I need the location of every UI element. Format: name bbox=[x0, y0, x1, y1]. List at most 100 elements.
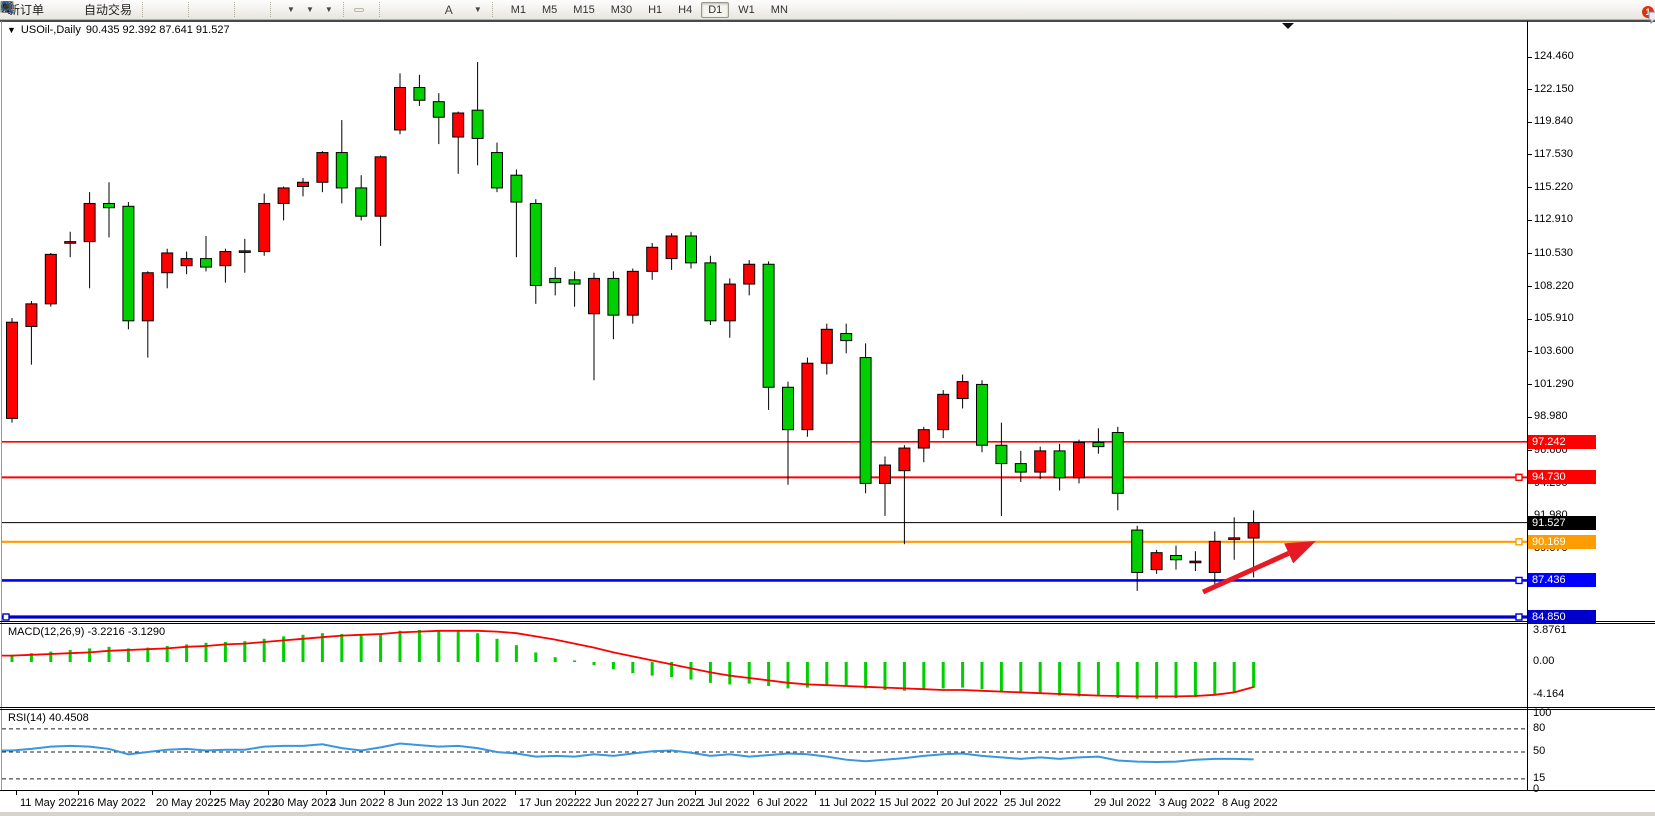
line-chart-type-icon[interactable] bbox=[0, 2, 183, 12]
templates-icon[interactable]: ▼ bbox=[0, 1, 338, 16]
macd-histogram-bar bbox=[786, 662, 790, 689]
candle-11-Jul-2022 bbox=[840, 333, 853, 342]
candle-27-May-2022 bbox=[238, 250, 251, 253]
macd-histogram-bar bbox=[631, 662, 635, 674]
date-tick bbox=[937, 791, 938, 795]
candle-25-May-2022 bbox=[200, 258, 212, 268]
periods-clock-icon[interactable]: ▼ bbox=[1, 1, 319, 16]
date-tick bbox=[268, 791, 269, 795]
candle-15-Jul-2022 bbox=[917, 429, 930, 449]
chart-title: ▼ USOil-,Daily 90.435 92.392 87.641 91.5… bbox=[7, 24, 230, 36]
macd-histogram-bar bbox=[553, 657, 557, 662]
candle-28-Jul-2022 bbox=[1092, 441, 1105, 448]
auto-trading-button[interactable]: 自动交易 bbox=[1, 0, 137, 20]
toolbar-separator bbox=[142, 2, 148, 17]
zoom-out-icon[interactable] bbox=[1, 1, 219, 14]
data-window-icon[interactable] bbox=[1, 1, 69, 13]
line-handle[interactable] bbox=[1515, 576, 1523, 585]
candle-16-May-2022 bbox=[64, 241, 77, 244]
price-axis-label: 115.220 bbox=[1534, 180, 1573, 193]
price-axis-label: 122.150 bbox=[1534, 82, 1574, 95]
trend-arrow-head[interactable] bbox=[1284, 541, 1316, 564]
date-label: 11 Jul 2022 bbox=[819, 797, 876, 809]
chart-shift-icon[interactable] bbox=[1, 2, 265, 13]
line-handle[interactable] bbox=[1515, 538, 1523, 546]
channel-tool-icon[interactable]: E bbox=[0, 1, 430, 14]
candle-24-May-2022 bbox=[180, 258, 193, 267]
chart-menu-caret-icon[interactable]: ▼ bbox=[7, 25, 16, 35]
dropdown-caret-icon[interactable]: ▼ bbox=[473, 5, 482, 14]
price-badge-87.436: 87.436 bbox=[1528, 573, 1596, 588]
candle-9-Jun-2022 bbox=[413, 87, 426, 101]
line-handle[interactable] bbox=[2, 613, 10, 621]
trend-arrow-line[interactable] bbox=[1201, 551, 1290, 595]
macd-histogram-bar bbox=[1213, 662, 1217, 696]
timeframe-button-h1[interactable]: H1 bbox=[648, 3, 663, 16]
add-indicator-icon[interactable]: ▼ bbox=[0, 1, 300, 16]
trendline-tool-icon[interactable] bbox=[1, 1, 420, 13]
candle-22-Jul-2022 bbox=[1014, 463, 1027, 473]
macd-histogram-bar bbox=[941, 662, 945, 689]
dropdown-caret-icon[interactable]: ▼ bbox=[324, 5, 333, 14]
candle-6-Jun-2022 bbox=[355, 187, 368, 217]
bar-chart-type-icon[interactable] bbox=[1, 2, 163, 12]
timeframe-button-h4[interactable]: H4 bbox=[678, 3, 693, 16]
candle-11-May-2022 bbox=[6, 321, 18, 419]
auto-scroll-icon[interactable] bbox=[1, 2, 255, 14]
fibonacci-tool-icon[interactable]: F bbox=[1, 2, 440, 14]
macd-signal-line bbox=[2, 629, 1254, 698]
zoom-in-icon[interactable] bbox=[1, 1, 209, 14]
horizontal-line-tool-icon[interactable] bbox=[1, 6, 410, 12]
crosshair-icon[interactable] bbox=[1, 1, 374, 13]
macd-histogram-bar bbox=[1193, 662, 1197, 698]
cursor-icon[interactable] bbox=[3, 1, 364, 13]
chart-ohlc-quote: 90.435 92.392 87.641 91.527 bbox=[85, 24, 230, 36]
price-axis-label: 101.290 bbox=[1534, 377, 1574, 390]
text-label-tool-icon[interactable]: T bbox=[1, 1, 468, 13]
toolbar-separator bbox=[234, 2, 240, 17]
rsi-axis-label: 100 bbox=[1533, 706, 1552, 719]
date-label: 13 Jun 2022 bbox=[446, 797, 507, 809]
timeframe-button-m30[interactable]: M30 bbox=[610, 3, 633, 16]
date-label: 8 Jun 2022 bbox=[388, 797, 443, 809]
price-axis-label: 119.840 bbox=[1534, 115, 1573, 128]
market-watch-icon[interactable] bbox=[0, 2, 59, 13]
timeframe-button-d1[interactable]: D1 bbox=[701, 1, 730, 18]
date-tick bbox=[1218, 791, 1219, 795]
candlestick-chart-type-icon[interactable] bbox=[2, 1, 173, 13]
candle-16-Jun-2022 bbox=[510, 174, 523, 203]
macd-histogram-bar bbox=[204, 642, 208, 662]
macd-histogram-bar bbox=[243, 641, 247, 662]
tile-windows-icon[interactable] bbox=[1, 2, 229, 12]
dropdown-caret-icon[interactable]: ▼ bbox=[305, 5, 314, 14]
candle-17-Jun-2022 bbox=[529, 202, 542, 286]
price-tick bbox=[1527, 219, 1532, 221]
candle-7-Jun-2022 bbox=[374, 156, 387, 217]
timeframe-button-mn[interactable]: MN bbox=[770, 3, 788, 16]
timeframe-button-m5[interactable]: M5 bbox=[542, 3, 558, 16]
date-tick bbox=[1155, 791, 1156, 795]
dropdown-caret-icon[interactable]: ▼ bbox=[287, 5, 295, 14]
rsi-line bbox=[2, 742, 1254, 763]
new-order-button[interactable]: 新订单 bbox=[8, 3, 45, 17]
timeframe-button-m1[interactable]: M1 bbox=[510, 3, 527, 16]
arrow-objects-icon[interactable]: ▼ bbox=[1, 2, 487, 16]
line-handle[interactable] bbox=[1515, 473, 1523, 482]
timeframe-button-m15[interactable]: M15 bbox=[573, 3, 595, 16]
navigator-icon[interactable] bbox=[2, 2, 79, 12]
line-handle[interactable] bbox=[1515, 613, 1523, 621]
candle-9-Aug-2022 bbox=[1247, 522, 1260, 539]
macd-histogram-bar bbox=[1174, 662, 1178, 698]
chart-shift-marker[interactable] bbox=[1282, 23, 1294, 29]
price-axis-label: 112.910 bbox=[1534, 213, 1573, 226]
date-label: 3 Aug 2022 bbox=[1159, 797, 1215, 809]
timeframe-button-w1[interactable]: W1 bbox=[738, 3, 755, 16]
vertical-line-tool-icon[interactable] bbox=[6, 1, 400, 13]
price-tick bbox=[1527, 286, 1532, 288]
text-tool-icon[interactable]: A bbox=[444, 2, 453, 17]
macd-histogram-bar bbox=[320, 633, 324, 662]
date-tick bbox=[1000, 791, 1001, 795]
candle-10-Jun-2022 bbox=[432, 101, 445, 118]
price-badge-84.850: 84.850 bbox=[1528, 610, 1596, 624]
